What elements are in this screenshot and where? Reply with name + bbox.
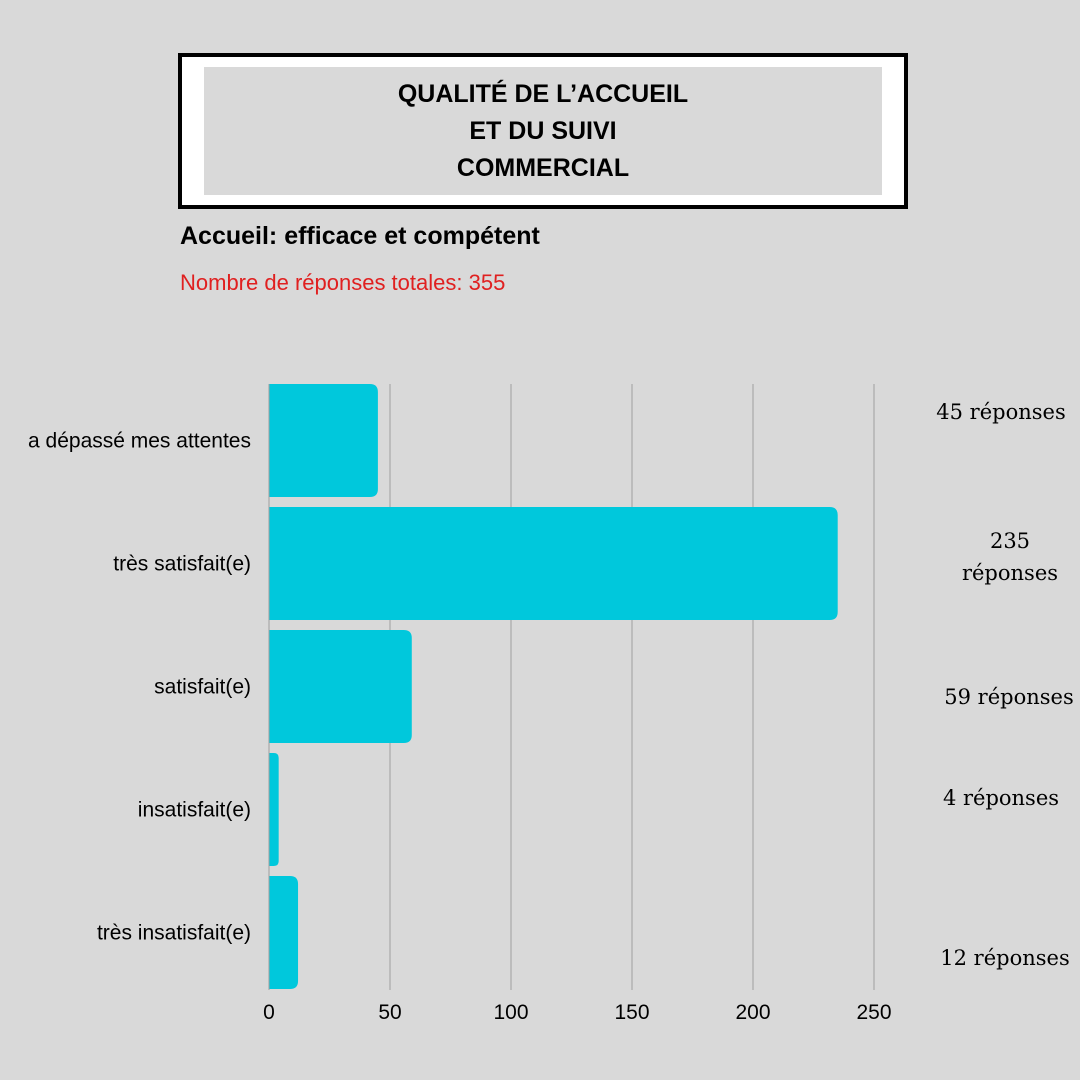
category-label: insatisfait(e)	[138, 799, 251, 822]
title-inner: QUALITÉ DE L’ACCUEIL ET DU SUIVI COMMERC…	[204, 67, 882, 195]
value-label: 45 réponses	[936, 400, 1065, 424]
bar	[269, 507, 838, 620]
title-line-1: QUALITÉ DE L’ACCUEIL	[397, 79, 689, 108]
x-tick-label: 250	[856, 1001, 891, 1024]
bar	[269, 630, 412, 743]
title-box: QUALITÉ DE L’ACCUEIL ET DU SUIVI COMMERC…	[178, 53, 908, 209]
title-line-3: COMMERCIAL	[456, 153, 630, 182]
value-label: réponses	[962, 561, 1058, 585]
x-tick-label: 100	[493, 1001, 528, 1024]
bar	[269, 753, 279, 866]
chart-subtitle: Accueil: efficace et compétent	[180, 222, 540, 250]
x-tick-label: 150	[614, 1001, 649, 1024]
category-label: très satisfait(e)	[113, 553, 251, 576]
value-label: 12 réponses	[940, 946, 1069, 970]
title-line-2: ET DU SUIVI	[469, 116, 617, 145]
category-label: a dépassé mes attentes	[28, 430, 251, 453]
x-tick-label: 0	[263, 1001, 275, 1024]
value-label: 4 réponses	[943, 786, 1059, 810]
bar	[269, 876, 299, 989]
category-label: très insatisfait(e)	[97, 922, 251, 945]
category-label: satisfait(e)	[154, 676, 251, 699]
x-tick-label: 50	[378, 1001, 401, 1024]
bar	[269, 384, 378, 497]
total-responses: Nombre de réponses totales: 355	[180, 270, 506, 295]
value-label: 59 réponses	[944, 685, 1073, 709]
x-tick-label: 200	[735, 1001, 770, 1024]
value-label: 235	[990, 529, 1030, 553]
